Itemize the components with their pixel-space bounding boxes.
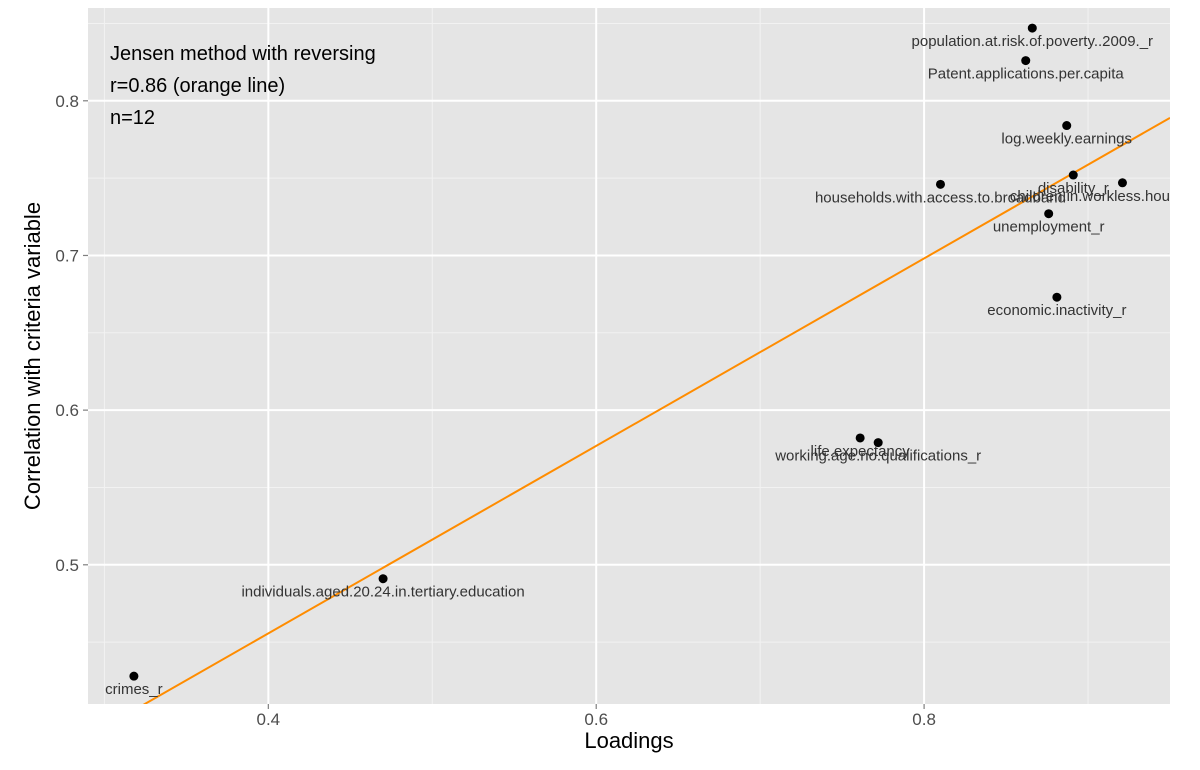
- point-label-4: children.in.workless.households_r: [1010, 188, 1200, 205]
- x-axis-title: Loadings: [584, 728, 673, 753]
- data-point-10: [378, 574, 388, 584]
- point-label-8: life.expectancy: [811, 443, 911, 460]
- annotation-line-3: n=12: [110, 107, 155, 129]
- y-axis-ticks: 0.5 0.6 0.7 0.8: [55, 92, 88, 575]
- y-tick-label-1: 0.6: [55, 401, 79, 420]
- data-point-9: [873, 438, 883, 448]
- y-tick-label-0: 0.5: [55, 556, 79, 575]
- major-gridlines: [88, 8, 1170, 704]
- y-tick-label-3: 0.8: [55, 92, 79, 111]
- point-label-11: crimes_r: [105, 681, 163, 698]
- data-point-2: [1062, 121, 1072, 131]
- x-axis-ticks: 0.4 0.6 0.8: [257, 704, 936, 729]
- fit-line-group: [142, 116, 1170, 704]
- annotations-group: Jensen method with reversing r=0.86 (ora…: [110, 43, 376, 129]
- data-point-5: [935, 179, 945, 189]
- data-point-1: [1021, 56, 1031, 66]
- data-point-11: [129, 671, 139, 681]
- y-axis-title: Correlation with criteria variable: [20, 202, 45, 510]
- point-label-0: population.at.risk.of.poverty..2009._r: [912, 33, 1154, 50]
- point-labels-group: population.at.risk.of.poverty..2009._r Pa…: [105, 33, 1200, 698]
- point-label-10: individuals.aged.20.24.in.tertiary.educa…: [241, 584, 524, 601]
- x-tick-label-0: 0.4: [257, 710, 281, 729]
- point-label-7: economic.inactivity_r: [987, 302, 1126, 319]
- data-point-0: [1027, 23, 1037, 33]
- x-tick-label-2: 0.8: [912, 710, 936, 729]
- data-point-6: [1044, 209, 1054, 219]
- data-point-3: [1068, 170, 1078, 180]
- data-point-8: [855, 433, 865, 443]
- data-point-4: [1117, 178, 1127, 188]
- y-tick-label-2: 0.7: [55, 246, 79, 265]
- point-label-1: Patent.applications.per.capita: [928, 66, 1125, 83]
- annotation-line-2: r=0.86 (orange line): [110, 75, 285, 97]
- point-label-6: unemployment_r: [993, 219, 1105, 236]
- points-group: [129, 23, 1127, 681]
- x-tick-label-1: 0.6: [584, 710, 608, 729]
- fit-line: [142, 116, 1170, 704]
- point-label-9: working.age.no.qualifications_r: [774, 448, 981, 465]
- point-label-2: log.weekly.earnings: [1001, 131, 1132, 148]
- annotation-line-1: Jensen method with reversing: [110, 43, 376, 65]
- point-label-3: disability_r: [1038, 180, 1109, 197]
- data-point-7: [1052, 292, 1062, 302]
- point-label-5: households.with.access.to.broadband: [815, 189, 1066, 206]
